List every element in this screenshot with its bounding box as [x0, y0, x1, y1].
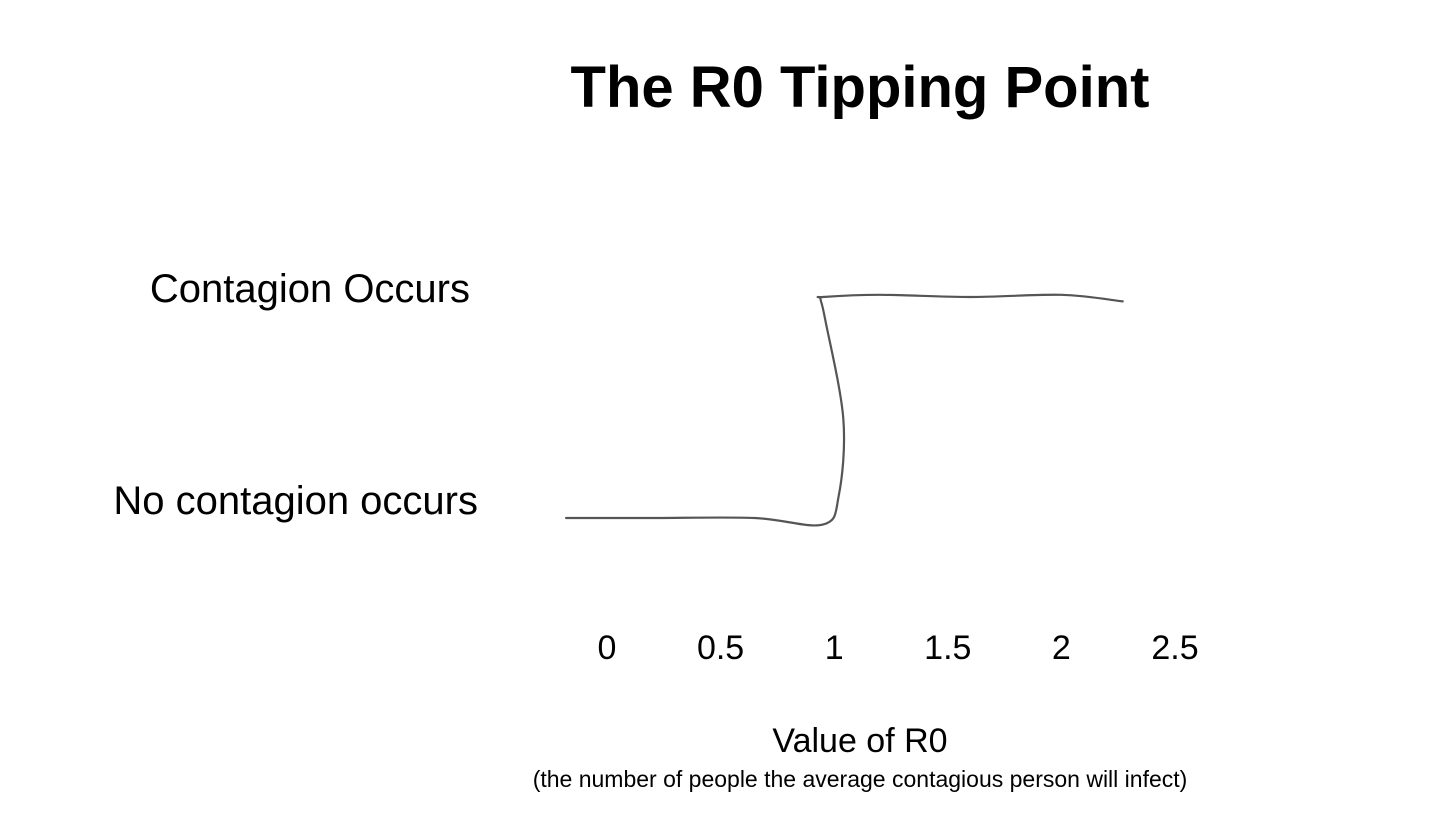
x-tick-label: 1.5 — [924, 629, 972, 667]
x-tick-label: 0 — [597, 629, 617, 667]
y-category-contagion-occurs: Contagion Occurs — [149, 267, 470, 311]
y-category-no-contagion: No contagion occurs — [113, 479, 478, 523]
x-tick-label: 2.5 — [1151, 629, 1199, 667]
chart-title: The R0 Tipping Point — [570, 55, 1150, 120]
x-axis-label: Value of R0 — [772, 722, 948, 760]
x-tick-label: 0.5 — [696, 629, 745, 667]
x-tick-label: 1 — [824, 629, 844, 667]
x-tick-label: 2 — [1051, 629, 1071, 667]
x-axis-label-note: (the number of people the average contag… — [532, 766, 1188, 792]
series-line — [565, 293, 1124, 527]
